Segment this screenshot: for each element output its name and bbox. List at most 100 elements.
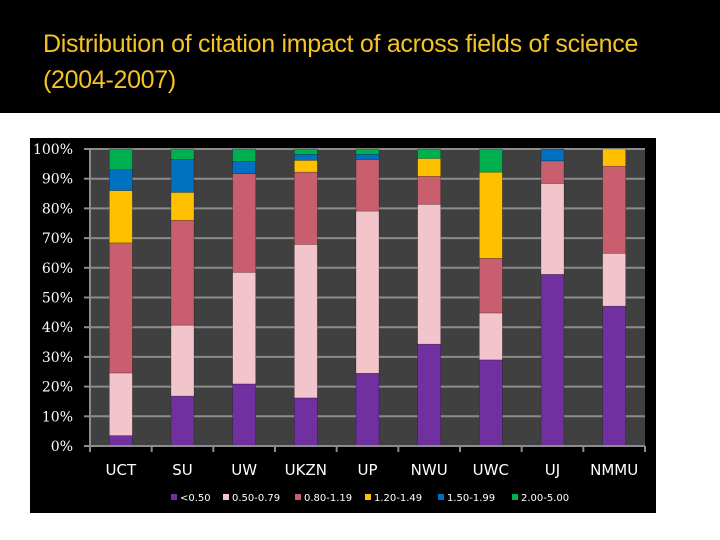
bar-stack-ukzn <box>294 148 318 447</box>
x-tick-label: NWU <box>411 461 448 479</box>
bar-segment <box>170 148 195 160</box>
y-tick-label: 60% <box>42 261 73 277</box>
bar-segment <box>417 176 441 205</box>
legend-swatch <box>295 494 301 500</box>
bar-stack-up <box>355 148 380 447</box>
stacked-bar-chart: 0%10%20%30%40%50%60%70%80%90%100% UCT SU U… <box>33 142 646 504</box>
bar-segment <box>602 252 626 307</box>
bar-segment <box>355 148 380 155</box>
legend-swatch <box>223 494 229 500</box>
slide-title: Distribution of citation impact of acros… <box>43 30 639 94</box>
bar-segment <box>479 312 503 361</box>
bar-segment <box>170 219 195 326</box>
bar-stack-nmmu <box>602 148 626 447</box>
bar-segment <box>355 210 380 374</box>
bar-stack-uw <box>232 148 256 447</box>
bar-segment <box>417 343 441 447</box>
bar-segment <box>294 397 318 447</box>
x-axis-tick-labels: UCT SU UW UKZN UP NWU UWC UJ NMMU <box>106 461 639 479</box>
bar-segment <box>540 183 565 275</box>
legend-swatch <box>171 494 177 500</box>
x-tick-label: UJ <box>545 461 560 479</box>
x-tick-label: UCT <box>106 461 137 479</box>
bar-segment <box>170 395 195 447</box>
y-tick-label: 70% <box>42 231 73 247</box>
bar-segment <box>232 161 256 174</box>
bar-segment <box>355 154 380 160</box>
legend: <0.50 0.50-0.79 0.80-1.19 1.20-1.49 1.50-1.9… <box>171 493 569 504</box>
bar-stack-uct <box>109 148 133 447</box>
y-tick-label: 30% <box>42 350 73 366</box>
bar-segment <box>232 271 256 385</box>
axes <box>89 149 646 452</box>
bar-segment <box>109 190 133 244</box>
x-tick-label: UP <box>357 461 377 479</box>
bar-segment <box>294 171 318 245</box>
legend-item: 1.20-1.49 <box>365 493 422 504</box>
legend-item: 0.80-1.19 <box>295 493 352 504</box>
bar-segment <box>479 257 503 314</box>
bar-segment <box>417 203 441 345</box>
y-tick-label: 0% <box>51 439 73 455</box>
bar-segment <box>479 171 503 259</box>
bar-segment <box>417 158 441 177</box>
bar-segment <box>170 159 195 193</box>
bar-segment <box>540 274 565 447</box>
bar-stack-uj <box>540 148 565 447</box>
bar-stack-nwu <box>417 148 441 447</box>
x-tick-label: SU <box>172 461 193 479</box>
bar-segment <box>355 159 380 212</box>
bar-segment <box>109 169 133 191</box>
bar-segment <box>602 165 626 254</box>
bar-segment <box>109 148 133 171</box>
legend-label: 1.20-1.49 <box>374 493 422 504</box>
bar-segment <box>232 148 256 162</box>
legend-item: 0.50-0.79 <box>223 493 280 504</box>
legend-label: 0.50-0.79 <box>232 493 280 504</box>
bar-segment <box>170 324 195 397</box>
bar-stack-su <box>170 148 195 447</box>
bar-segment <box>294 148 318 155</box>
bar-segment <box>479 359 503 447</box>
x-tick-label: NMMU <box>590 461 638 479</box>
bar-segment <box>479 148 503 173</box>
bar-segment <box>109 435 133 447</box>
chart-frame: 0% 10% 20% 30% 40% 50% 60% 70% 80% 90% 100% UCT SU U… <box>30 138 656 513</box>
bar-segment <box>232 173 256 273</box>
legend-label: 1.50-1.99 <box>447 493 495 504</box>
bar-segment <box>109 242 133 374</box>
y-tick-label: 100% <box>33 142 73 158</box>
bar-segment <box>294 244 318 399</box>
bar-segment <box>355 372 380 447</box>
legend-label: 0.80-1.19 <box>304 493 352 504</box>
y-tick-label: 40% <box>42 320 73 336</box>
y-tick-label: 50% <box>42 291 73 307</box>
legend-label: 2.00-5.00 <box>521 493 569 504</box>
legend-swatch <box>438 494 444 500</box>
x-tick-label: UWC <box>473 461 509 479</box>
bar-segment <box>170 192 195 221</box>
x-tick-label: UKZN <box>285 461 327 479</box>
bar-segment <box>294 154 318 161</box>
legend-swatch <box>512 494 518 500</box>
bars <box>109 148 626 447</box>
bar-segment <box>602 305 626 447</box>
x-tick-label: UW <box>231 461 257 479</box>
legend-item: 2.00-5.00 <box>512 493 569 504</box>
legend-item: <0.50 <box>171 493 211 504</box>
y-axis-tick-labels: 0% 10% 20% 30% 40% 50% 60% 70% 80% 90% 100% <box>33 142 73 455</box>
bar-segment <box>109 372 133 436</box>
bar-segment <box>417 148 441 159</box>
bar-segment <box>232 383 256 447</box>
bar-segment <box>602 148 626 167</box>
y-tick-label: 10% <box>42 409 73 425</box>
bar-stack-uwc <box>479 148 503 447</box>
y-tick-label: 80% <box>42 201 73 217</box>
bar-segment <box>540 148 565 162</box>
legend-label: <0.50 <box>180 493 211 504</box>
legend-swatch <box>365 494 371 500</box>
bar-segment <box>294 159 318 173</box>
title-band: Distribution of citation impact of acros… <box>0 0 720 113</box>
legend-item: 1.50-1.99 <box>438 493 495 504</box>
y-tick-label: 20% <box>42 380 73 396</box>
